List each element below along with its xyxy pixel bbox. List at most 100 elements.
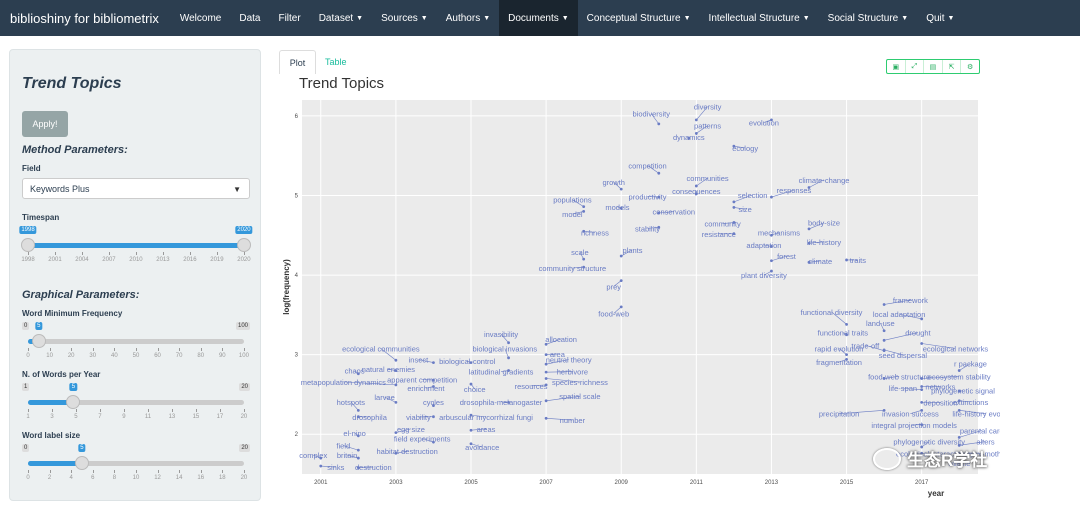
nav-item-data[interactable]: Data: [230, 0, 269, 36]
slider-value: 5: [69, 383, 78, 391]
point-label: allocation: [545, 335, 577, 344]
slider-handle[interactable]: [237, 238, 251, 252]
slider-tick: [243, 470, 245, 473]
nav-item-conceptual-structure[interactable]: Conceptual Structure ▼: [578, 0, 700, 36]
label-connector: [959, 441, 986, 446]
slider-tick-label: 14: [175, 475, 183, 481]
point-label: field experiments: [394, 434, 451, 443]
nav-item-authors[interactable]: Authors ▼: [437, 0, 499, 36]
slider-tick-label: 10: [46, 353, 53, 359]
top-navbar: biblioshiny for bibliometrix Welcome Data…: [0, 0, 1080, 36]
data-point: [845, 258, 848, 262]
save-icon[interactable]: ▤: [924, 60, 943, 73]
data-point: [544, 377, 548, 380]
point-label: networks: [925, 383, 955, 392]
slider-tick: [28, 409, 29, 412]
point-label: ecology: [732, 144, 758, 153]
data-point: [394, 431, 398, 435]
slider-tick-label: 6: [91, 475, 95, 481]
point-label: food-web: [598, 309, 629, 318]
slider-tick-label: 2013: [156, 257, 170, 263]
point-label: hotspots: [337, 398, 366, 407]
point-label: extinctions: [953, 398, 989, 407]
label-connector: [899, 313, 922, 320]
point-label: ecological interactions: [896, 449, 970, 458]
label-connector: [733, 145, 746, 149]
data-point: [619, 279, 623, 283]
x-tick-label: 2007: [539, 480, 553, 486]
slider-tick: [54, 252, 56, 255]
apply-button[interactable]: Apply!: [22, 111, 68, 137]
data-point: [957, 389, 961, 393]
data-point: [544, 362, 548, 366]
data-point: [882, 348, 886, 352]
nav-item-filter[interactable]: Filter: [269, 0, 309, 36]
tab-plot[interactable]: Plot: [279, 50, 316, 74]
data-point: [507, 356, 510, 360]
x-axis-label: year: [928, 489, 944, 498]
point-label: precipitation: [819, 410, 859, 419]
label-connector: [959, 430, 982, 438]
slider-tick-label: 1: [26, 414, 30, 420]
nav-item-social-structure[interactable]: Social Structure ▼: [819, 0, 918, 36]
word-min-frequency-slider[interactable]: 0 100 5 0 10 20 30 40 50 60 70 80 90 100: [22, 322, 250, 364]
label-connector: [771, 189, 795, 198]
slider-tick-label: 0: [26, 353, 30, 359]
slider-track[interactable]: [28, 456, 244, 470]
tab-table[interactable]: Table: [325, 57, 347, 67]
slider-tick-label: 13: [168, 414, 176, 420]
nav-item-dataset[interactable]: Dataset ▼: [310, 0, 372, 36]
field-select[interactable]: Keywords Plus ▼: [22, 178, 250, 199]
nav-item-quit[interactable]: Quit ▼: [917, 0, 963, 36]
nav-item-sources[interactable]: Sources ▼: [372, 0, 437, 36]
data-point: [432, 378, 435, 382]
data-point: [920, 377, 924, 380]
slider-handle[interactable]: [66, 395, 81, 409]
words-per-year-slider[interactable]: 1 20 5 1 3 5 7 9 11 13 15 17 20: [22, 383, 250, 425]
point-label: richness: [581, 228, 609, 237]
field-select-value: Keywords Plus: [30, 183, 90, 194]
point-label: land-use: [866, 319, 895, 328]
zoom-icon[interactable]: ⤢: [906, 60, 925, 73]
point-label: egg size: [397, 425, 425, 434]
label-connector: [546, 353, 558, 355]
slider-tick-label: 9: [122, 414, 126, 420]
point-label: responses: [777, 186, 812, 195]
data-point: [694, 192, 698, 196]
point-label: mechanisms: [758, 228, 800, 237]
slider-tick-label: 2016: [183, 257, 197, 263]
slider-handle[interactable]: [21, 238, 35, 252]
point-label: climate-change: [799, 176, 850, 185]
data-point: [432, 385, 435, 388]
label-connector: [647, 227, 659, 229]
slider-tick: [51, 409, 53, 412]
slider-tick: [49, 348, 51, 351]
nav-item-intellectual-structure[interactable]: Intellectual Structure ▼: [700, 0, 819, 36]
slider-handle[interactable]: [75, 456, 89, 470]
data-point: [356, 448, 360, 452]
camera-icon[interactable]: ▣: [887, 60, 906, 73]
nav-item-welcome[interactable]: Welcome: [171, 0, 231, 36]
timespan-slider[interactable]: 1998202019982020199820012004200720102013…: [19, 226, 253, 268]
slider-tick-label: 2: [47, 475, 52, 481]
slider-track[interactable]: [21, 238, 251, 252]
slider-min-label: 0: [22, 322, 30, 330]
point-label: species-richness: [552, 378, 608, 387]
slider-tick-label: 100: [238, 353, 249, 359]
slider-handle[interactable]: [31, 334, 46, 348]
label-connector: [343, 381, 396, 386]
slider-track[interactable]: [28, 395, 244, 409]
settings-icon[interactable]: ⚙: [967, 63, 974, 71]
app-brand[interactable]: biblioshiny for bibliometrix: [10, 10, 159, 26]
word-min-frequency-label: Word Minimum Frequency: [22, 309, 123, 318]
data-point: [356, 466, 360, 470]
data-point: [845, 358, 848, 361]
slider-track[interactable]: [28, 334, 244, 348]
label-connector: [546, 338, 562, 345]
word-label-size-slider[interactable]: 0 20 5 0 2 4 6 8 10 12 14 16 18 20: [22, 444, 250, 486]
point-label: forest: [777, 252, 797, 261]
export-icon[interactable]: ⇱: [943, 60, 962, 73]
slider-tick-label: 2019: [210, 257, 224, 263]
nav-item-documents[interactable]: Documents ▼: [499, 0, 578, 36]
point-label: latitudinal gradients: [469, 368, 534, 377]
